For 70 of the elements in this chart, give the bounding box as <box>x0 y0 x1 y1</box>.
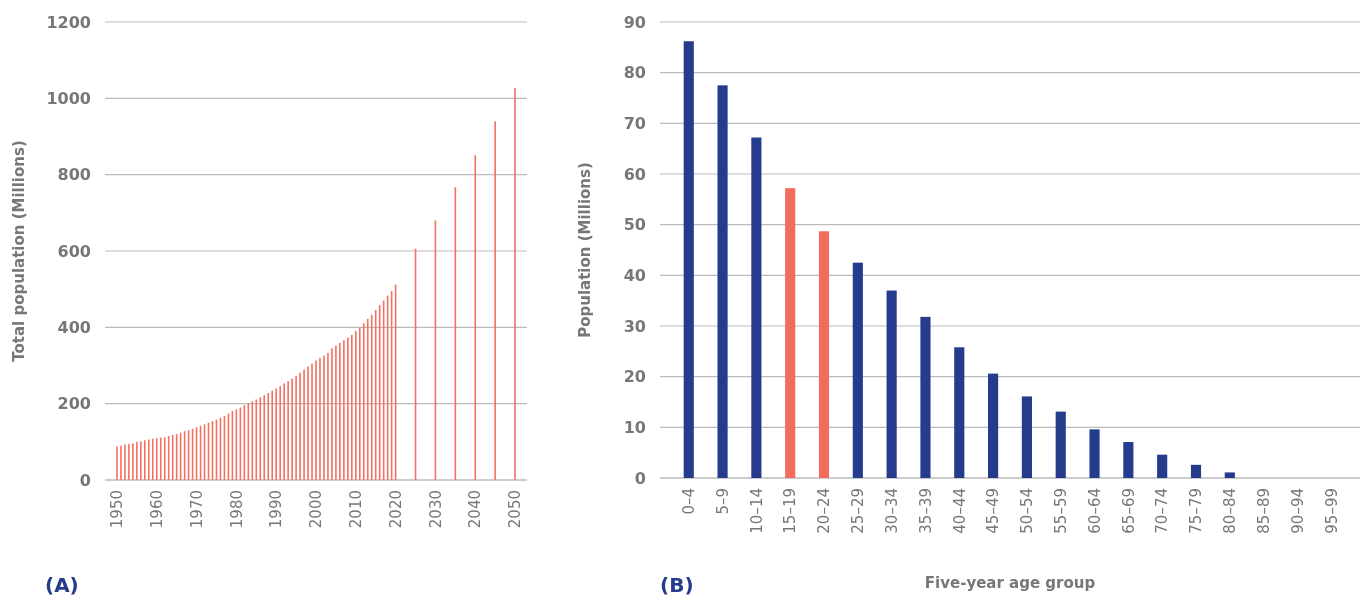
y-tick-label: 30 <box>623 316 646 336</box>
y-tick-label: 50 <box>623 215 646 235</box>
x-tick-label: 35–39 <box>916 488 935 534</box>
bar <box>818 231 830 478</box>
x-tick-label: 2050 <box>506 490 525 529</box>
x-tick-label: 45–49 <box>984 488 1003 534</box>
bar <box>1089 429 1100 478</box>
x-tick-label: 1960 <box>148 490 166 529</box>
x-tick-label: 2030 <box>426 490 445 529</box>
x-tick-label: 5–9 <box>713 488 732 515</box>
x-tick-label: 2020 <box>386 490 405 529</box>
bar <box>1123 442 1134 478</box>
x-tick-label: 2040 <box>466 490 485 529</box>
bar <box>717 85 728 478</box>
x-tick-label: 1990 <box>267 490 286 529</box>
y-tick-label: 10 <box>623 417 646 437</box>
x-tick-label: 25–29 <box>849 488 868 534</box>
y-tick-label: 0 <box>634 468 646 488</box>
x-tick-label: 70–74 <box>1153 488 1172 534</box>
bar <box>785 188 796 478</box>
x-tick-label: 20–24 <box>815 488 834 534</box>
x-tick-label: 2000 <box>307 490 326 529</box>
bar <box>852 262 863 478</box>
x-tick-label: 50–54 <box>1018 488 1037 534</box>
bar <box>988 373 999 478</box>
bar <box>886 290 897 478</box>
bar <box>954 347 965 478</box>
x-tick-label: 60–64 <box>1085 488 1104 534</box>
bar <box>920 316 931 478</box>
x-tick-label: 1980 <box>227 490 246 529</box>
x-tick-label: 65–69 <box>1119 488 1138 534</box>
x-tick-label: 1950 <box>108 490 127 529</box>
y-tick-label: 90 <box>623 12 646 32</box>
y-tick-label: 200 <box>57 394 91 414</box>
x-tick-label: 85–89 <box>1254 488 1273 534</box>
x-tick-label: 30–34 <box>882 488 901 534</box>
bar <box>683 41 694 478</box>
y-tick-label: 400 <box>57 317 91 337</box>
bar <box>751 137 762 478</box>
text: (B) <box>660 573 694 596</box>
y-tick-label: 600 <box>57 241 91 261</box>
x-tick-label: 2010 <box>347 490 366 529</box>
y-tick-label: 20 <box>623 367 646 387</box>
x-tick-label: 10–14 <box>747 488 766 534</box>
bar <box>1224 472 1235 478</box>
x-tick-label: 0–4 <box>679 488 698 515</box>
y-tick-label: 1000 <box>46 88 91 108</box>
x-tick-label: 75–79 <box>1187 488 1206 534</box>
y-tick-label: 1200 <box>46 12 91 32</box>
y-tick-label: 80 <box>623 63 646 83</box>
x-tick-label: 80–84 <box>1221 488 1240 534</box>
y-tick-label: 70 <box>623 113 646 133</box>
y-axis-title: Total population (Millions) <box>10 140 28 362</box>
text: (A) <box>45 573 79 596</box>
bar <box>1021 396 1032 478</box>
bar <box>1055 411 1066 478</box>
x-axis-title: Five-year age group <box>924 574 1096 592</box>
y-axis-title: Population (Millions) <box>576 162 594 338</box>
bar <box>1190 464 1202 478</box>
x-tick-label: 15–19 <box>781 488 800 534</box>
y-tick-label: 40 <box>623 265 646 285</box>
y-tick-label: 60 <box>623 164 646 184</box>
x-tick-label: 95–99 <box>1322 488 1341 534</box>
y-tick-label: 800 <box>57 165 91 185</box>
x-tick-label: 55–59 <box>1051 488 1070 534</box>
y-tick-label: 0 <box>79 470 91 490</box>
x-tick-label: 90–94 <box>1288 488 1307 534</box>
x-tick-label: 40–44 <box>950 488 969 534</box>
x-tick-label: 1970 <box>187 490 206 529</box>
bar <box>1157 454 1168 478</box>
